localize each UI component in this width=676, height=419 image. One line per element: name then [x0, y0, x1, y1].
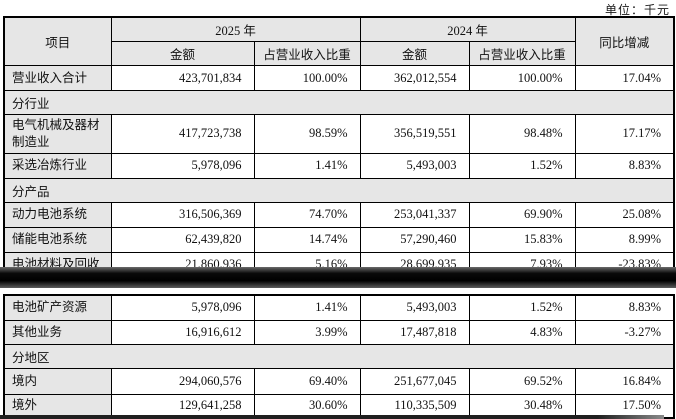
row-label: 境外 — [3, 393, 112, 419]
table-row: 境内 294,060,576 69.40% 251,677,045 69.52%… — [3, 367, 675, 395]
yoy-cell: 8.99% — [574, 226, 675, 253]
header-amount-2025: 金额 — [110, 41, 255, 66]
table-row: 电池矿产资源 5,978,096 1.41% 5,493,003 1.52% 8… — [3, 294, 675, 321]
yoy-cell: -3.27% — [574, 319, 675, 345]
header-row-metrics: 金额 占营业收入比重 金额 占营业收入比重 — [4, 41, 674, 66]
amount-2025-cell: 62,439,820 — [110, 226, 255, 253]
yoy-cell: 17.17% — [574, 114, 675, 154]
amount-2025-cell: 5,978,096 — [110, 294, 255, 321]
yoy-cell: 17.04% — [574, 65, 675, 91]
amount-2024-cell: 5,493,003 — [359, 294, 470, 321]
share-2024-cell: 69.52% — [468, 367, 576, 395]
row-label: 动力电池系统 — [3, 201, 112, 228]
amount-2024-cell: 5,493,003 — [359, 152, 470, 179]
page-break-band — [0, 267, 676, 288]
table-row: 营业收入合计 423,701,834 100.00% 362,012,554 1… — [3, 65, 675, 91]
share-2025-cell: 30.60% — [253, 393, 361, 419]
row-label: 电气机械及器材制造业 — [3, 114, 112, 154]
header-yoy: 同比增减 — [574, 16, 675, 66]
amount-2025-cell: 423,701,834 — [110, 65, 255, 91]
share-2025-cell: 3.99% — [253, 319, 361, 345]
share-2024-cell: 4.83% — [468, 319, 576, 345]
section-row: 分地区 — [3, 343, 675, 369]
amount-2025-cell: 316,506,369 — [110, 201, 255, 228]
revenue-table-top: 项目 2025 年 2024 年 同比增减 金额 占营业收入比重 金额 占营业收… — [3, 16, 676, 279]
amount-2024-cell: 17,487,818 — [359, 319, 470, 345]
amount-2024-cell: 356,519,551 — [359, 114, 470, 154]
share-2024-cell: 15.83% — [468, 226, 576, 253]
share-2025-cell: 1.41% — [253, 294, 361, 321]
section-label: 分产品 — [3, 177, 675, 203]
row-label: 采选冶炼行业 — [3, 152, 112, 179]
row-label: 电池矿产资源 — [3, 294, 112, 321]
table-row: 储能电池系统 62,439,820 14.74% 57,290,460 15.8… — [3, 226, 675, 253]
amount-2024-cell: 251,677,045 — [359, 367, 470, 395]
table-row: 采选冶炼行业 5,978,096 1.41% 5,493,003 1.52% 8… — [3, 152, 675, 179]
amount-2024-cell: 362,012,554 — [359, 65, 470, 91]
table-row: 动力电池系统 316,506,369 74.70% 253,041,337 69… — [3, 201, 675, 228]
unit-label: 单位：千元 — [604, 3, 670, 17]
share-2025-cell: 98.59% — [253, 114, 361, 154]
yoy-cell: 16.84% — [574, 367, 675, 395]
share-2024-cell: 69.90% — [468, 201, 576, 228]
share-2024-cell: 1.52% — [468, 294, 576, 321]
header-share-2024: 占营业收入比重 — [468, 41, 576, 66]
table-row: 境外 129,641,258 30.60% 110,335,509 30.48%… — [3, 393, 675, 419]
share-2025-cell: 69.40% — [253, 367, 361, 395]
amount-2025-cell: 5,978,096 — [110, 152, 255, 179]
row-label: 储能电池系统 — [3, 226, 112, 253]
share-2024-cell: 1.52% — [468, 152, 576, 179]
share-2024-cell: 98.48% — [468, 114, 576, 154]
header-item: 项目 — [3, 16, 112, 66]
yoy-cell: 8.83% — [574, 152, 675, 179]
header-share-2025: 占营业收入比重 — [253, 41, 361, 66]
header-amount-2024: 金额 — [359, 41, 470, 66]
amount-2024-cell: 253,041,337 — [359, 201, 470, 228]
share-2025-cell: 100.00% — [253, 65, 361, 91]
amount-2024-cell: 57,290,460 — [359, 226, 470, 253]
amount-2025-cell: 294,060,576 — [110, 367, 255, 395]
header-year-2025: 2025 年 — [110, 16, 361, 42]
header-year-2024: 2024 年 — [359, 16, 576, 42]
table-row: 电气机械及器材制造业 417,723,738 98.59% 356,519,55… — [3, 114, 675, 154]
yoy-cell: 17.50% — [574, 393, 675, 419]
row-label: 其他业务 — [3, 319, 112, 345]
amount-2025-cell: 417,723,738 — [110, 114, 255, 154]
amount-2025-cell: 16,916,612 — [110, 319, 255, 345]
section-row: 分产品 — [3, 177, 675, 203]
share-2024-cell: 100.00% — [468, 65, 576, 91]
table-row: 其他业务 16,916,612 3.99% 17,487,818 4.83% -… — [3, 319, 675, 345]
revenue-table-bottom: 电池矿产资源 5,978,096 1.41% 5,493,003 1.52% 8… — [3, 294, 675, 419]
section-row: 分行业 — [3, 90, 675, 115]
header-row-years: 项目 2025 年 2024 年 同比增减 — [3, 16, 675, 66]
yoy-cell: 8.83% — [574, 294, 675, 321]
section-label: 分行业 — [3, 90, 675, 115]
bottom-page-edge-band — [0, 415, 664, 419]
yoy-cell: 25.08% — [574, 201, 675, 228]
row-label: 境内 — [3, 367, 112, 395]
section-label: 分地区 — [3, 343, 675, 369]
share-2025-cell: 1.41% — [253, 152, 361, 179]
share-2025-cell: 14.74% — [253, 226, 361, 253]
row-label: 营业收入合计 — [3, 65, 112, 91]
share-2025-cell: 74.70% — [253, 201, 361, 228]
